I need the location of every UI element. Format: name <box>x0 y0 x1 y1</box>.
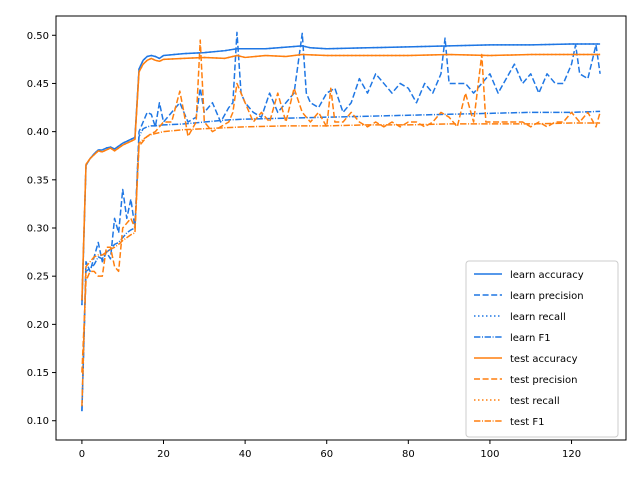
series-line-learn-precision <box>81 31 601 412</box>
series-line-learn-f1 <box>81 110 601 412</box>
y-tick-label: 0.10 <box>27 416 49 427</box>
y-tick-label: 0.40 <box>27 127 49 138</box>
series-line-test-recall <box>81 53 601 301</box>
legend-label: test precision <box>510 375 578 386</box>
y-axis: 0.10 0.15 0.20 0.25 0.30 0.35 0.40 0.45 0.50 <box>27 31 56 427</box>
y-tick-label: 0.25 <box>27 272 49 283</box>
y-tick-label: 0.20 <box>27 320 49 331</box>
y-tick-label: 0.45 <box>27 79 49 90</box>
y-tick-label: 0.50 <box>27 31 49 42</box>
y-tick-label: 0.15 <box>27 368 49 379</box>
series-line-test-f1 <box>81 122 601 407</box>
series-line-test-precision <box>81 39 601 373</box>
x-tick-label: 120 <box>562 449 581 460</box>
y-tick-label: 0.35 <box>27 175 49 186</box>
legend-label: test recall <box>510 396 560 407</box>
legend-label: test F1 <box>510 417 545 428</box>
x-tick-label: 100 <box>480 449 499 460</box>
x-tick-label: 80 <box>402 449 415 460</box>
x-tick-label: 0 <box>79 449 85 460</box>
y-tick-label: 0.30 <box>27 224 49 235</box>
series-layer <box>81 31 601 412</box>
x-tick-label: 40 <box>239 449 252 460</box>
legend-label: learn precision <box>510 291 584 302</box>
series-line-learn-accuracy <box>81 43 601 306</box>
legend-label: learn recall <box>510 312 566 323</box>
x-tick-label: 20 <box>157 449 170 460</box>
legend-label: learn accuracy <box>510 270 584 281</box>
legend: learn accuracy learn precision learn recal… <box>465 260 619 438</box>
x-axis: 0 20 40 60 80 100 120 <box>79 440 581 460</box>
x-tick-label: 60 <box>320 449 333 460</box>
legend-label: test accuracy <box>510 354 578 365</box>
legend-box <box>465 260 619 438</box>
legend-label: learn F1 <box>510 333 551 344</box>
